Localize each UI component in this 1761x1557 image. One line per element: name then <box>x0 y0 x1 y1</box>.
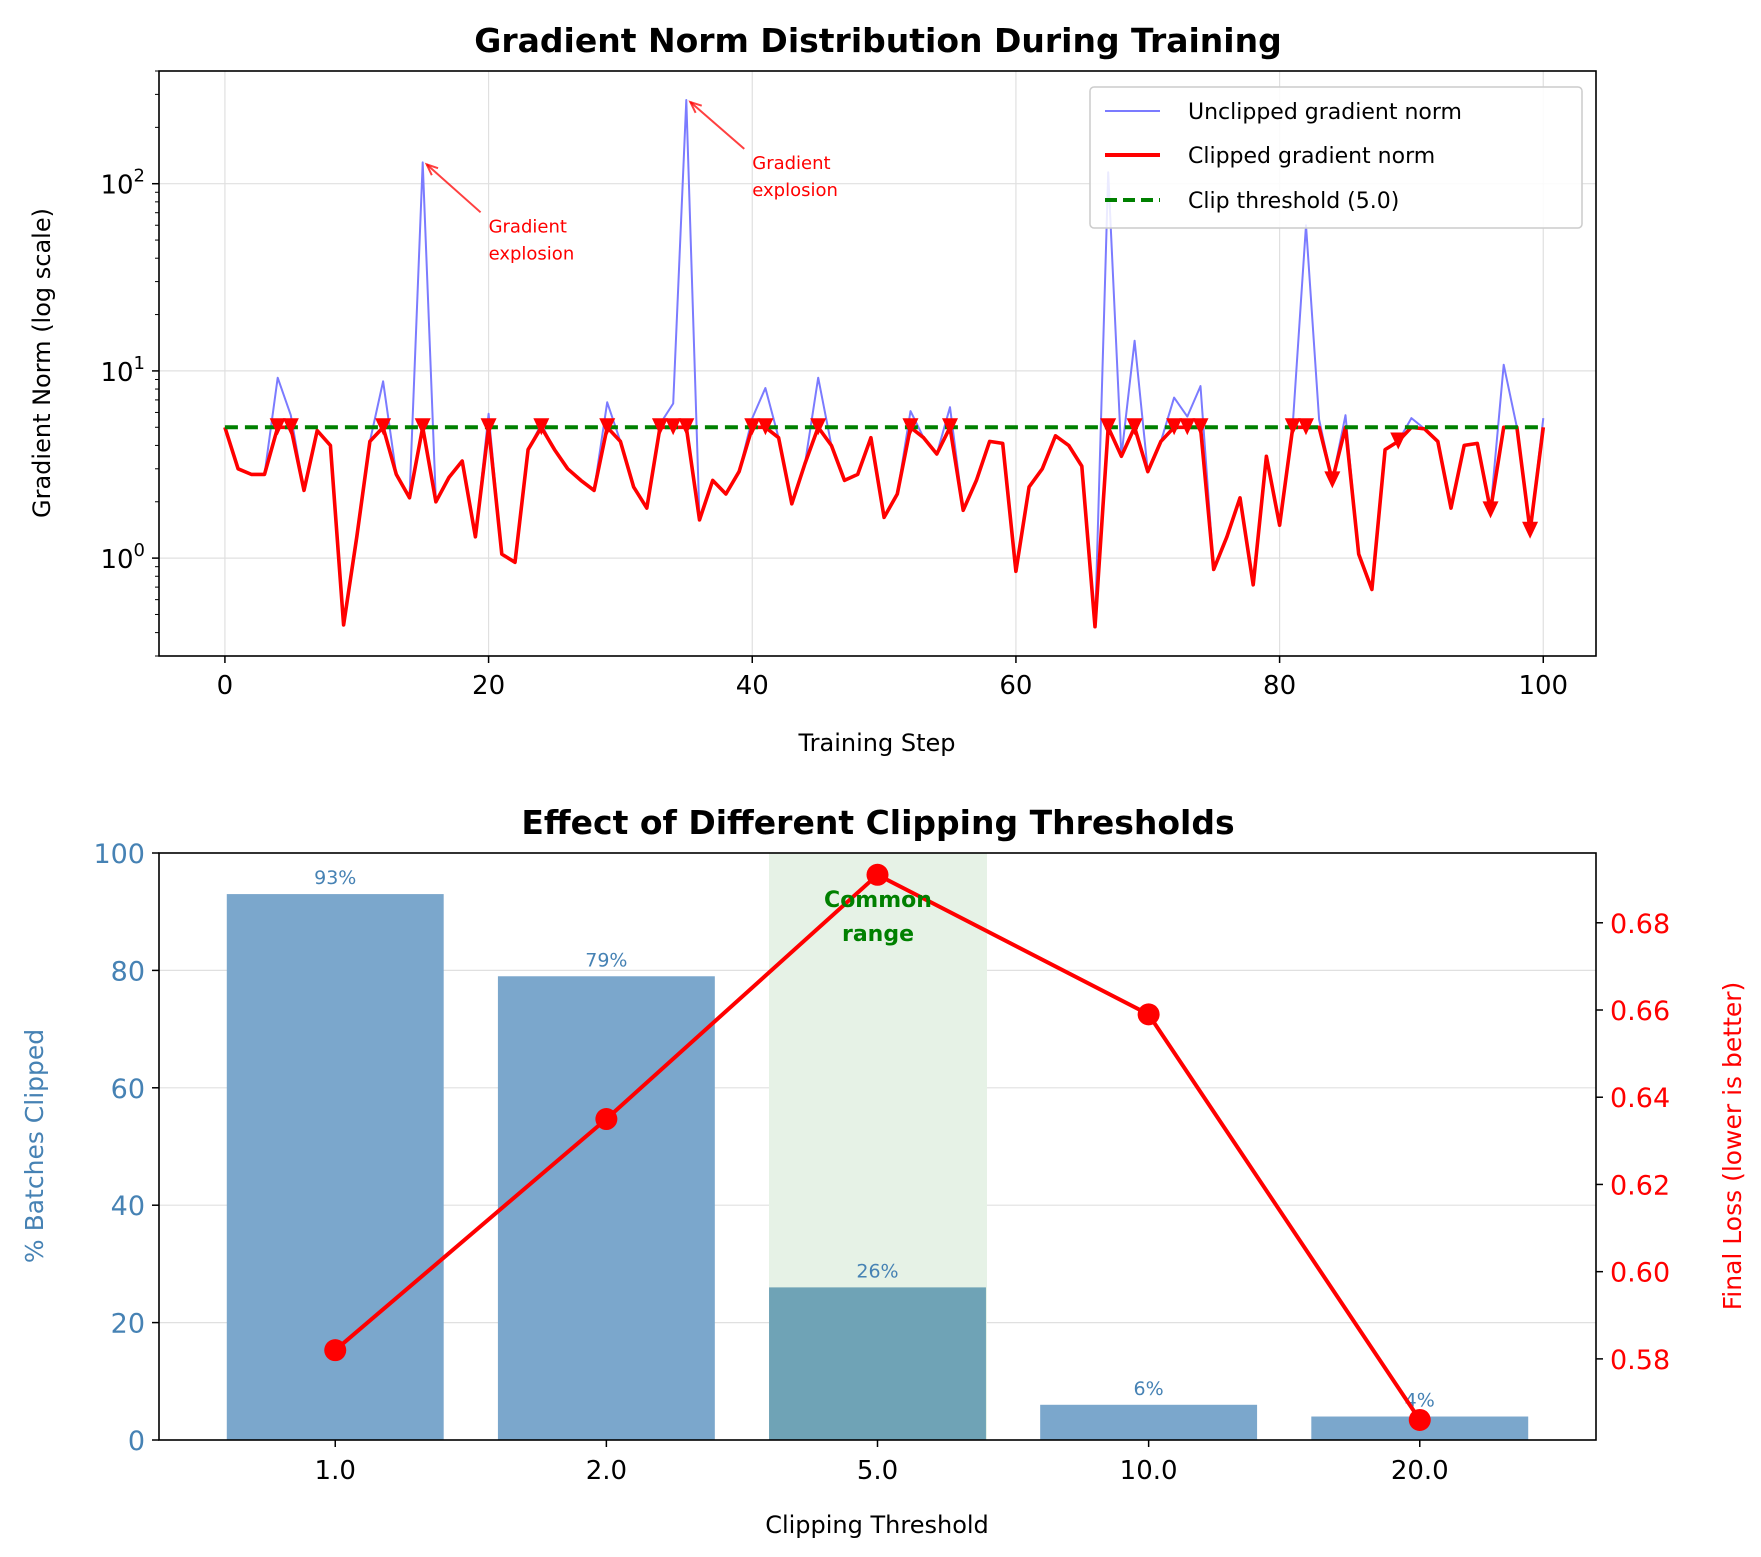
annotation-arrow <box>689 101 745 150</box>
legend-box <box>1089 86 1583 229</box>
clip-event-marker <box>1324 471 1341 489</box>
common-range-label-line2: range <box>842 922 914 947</box>
clip-event-marker <box>1522 521 1539 539</box>
clip-event-marker <box>810 418 827 436</box>
clip-event-marker <box>1166 418 1183 436</box>
bottom-left-tick-label: 0 <box>128 1426 145 1457</box>
clip-event-marker <box>414 418 431 436</box>
top-x-axis-label: Training Step <box>798 729 956 757</box>
annotation-arrow <box>426 163 482 214</box>
top-chart: Gradient Norm Distribution During Traini… <box>28 21 1597 757</box>
clip-event-marker <box>599 418 616 436</box>
clip-event-marker <box>678 418 695 436</box>
bottom-left-tick-label: 80 <box>111 956 145 987</box>
clip-event-marker <box>744 418 761 436</box>
annotation-arrowhead <box>424 162 439 176</box>
bottom-right-tick-label: 0.58 <box>1610 1345 1670 1376</box>
clip-event-marker <box>480 418 497 436</box>
bottom-right-tick-label: 0.68 <box>1610 909 1670 940</box>
bottom-left-tick-label: 100 <box>93 839 145 870</box>
top-legend: Unclipped gradient norm Clipped gradient… <box>1089 86 1583 229</box>
clip-event-marker <box>282 418 299 436</box>
clip-event-marker <box>1126 418 1143 436</box>
loss-point <box>866 863 889 886</box>
clip-event-marker <box>269 418 286 436</box>
clip-event-marker <box>1100 418 1117 436</box>
bottom-x-tick-label: 2.0 <box>586 1456 627 1486</box>
annotation-text: explosion <box>752 180 838 201</box>
bar-value-label: 6% <box>1134 1378 1164 1400</box>
bottom-left-tick-label: 60 <box>111 1074 145 1105</box>
top-x-tick-label: 0 <box>217 671 234 701</box>
clip-event-marker <box>1192 418 1209 436</box>
bottom-x-tick-label: 1.0 <box>315 1456 356 1486</box>
clip-event-marker <box>1390 432 1407 450</box>
bar <box>1040 1404 1258 1440</box>
bar <box>497 976 715 1440</box>
bottom-right-tick-label: 0.66 <box>1610 996 1670 1027</box>
legend-unclipped-label: Unclipped gradient norm <box>1188 100 1462 125</box>
clip-event-marker <box>651 418 668 436</box>
bar-value-label: 26% <box>856 1260 898 1282</box>
annotation-text: explosion <box>489 243 575 264</box>
bottom-left-tick-label: 40 <box>111 1191 145 1222</box>
top-chart-title: Gradient Norm Distribution During Traini… <box>474 21 1281 60</box>
legend-threshold-label: Clip threshold (5.0) <box>1188 189 1399 214</box>
bottom-right-tick-label: 0.60 <box>1610 1258 1670 1289</box>
bottom-right-tick-label: 0.64 <box>1610 1083 1670 1114</box>
loss-point <box>324 1339 347 1362</box>
clip-event-marker <box>1179 418 1196 436</box>
top-x-tick-label: 100 <box>1518 671 1568 701</box>
bottom-right-axis-label: Final Loss (lower is better) <box>1718 982 1747 1311</box>
bottom-right-tick-label: 0.62 <box>1610 1170 1670 1201</box>
bottom-x-axis-label: Clipping Threshold <box>765 1511 989 1539</box>
bottom-loss-line <box>324 863 1431 1431</box>
common-range-label-line1: Common <box>824 888 932 913</box>
bottom-x-tick-label: 20.0 <box>1391 1456 1449 1486</box>
top-annotations: Gradient explosion Gradient explosion <box>424 100 838 264</box>
legend-clipped-label: Clipped gradient norm <box>1188 144 1435 169</box>
bottom-chart-title: Effect of Different Clipping Thresholds <box>521 803 1234 842</box>
clip-event-marker <box>1297 418 1314 436</box>
top-y-axis-label: Gradient Norm (log scale) <box>28 208 56 518</box>
bottom-left-tick-label: 20 <box>111 1309 145 1340</box>
bottom-ticks: 0 20 40 60 80 100 0.58 0.60 0.62 0.64 0.66 0.68 1.0 2… <box>93 839 1670 1486</box>
bottom-chart: Effect of Different Clipping Thresholds … <box>20 803 1747 1539</box>
clip-event-marker <box>533 418 550 436</box>
clipped-series-line <box>223 425 1546 629</box>
clip-event-marker <box>942 418 959 436</box>
bar <box>769 1287 986 1440</box>
top-x-tick-label: 80 <box>1263 671 1296 701</box>
top-x-tick-label: 60 <box>999 671 1032 701</box>
top-y-tick-label: 102 <box>100 166 145 201</box>
loss-point <box>595 1108 618 1131</box>
annotation-arrowhead <box>688 100 703 114</box>
top-x-tick-label: 20 <box>472 671 505 701</box>
top-ticks: 0 20 40 60 80 100 100 101 102 <box>100 70 1568 701</box>
clip-event-marker <box>375 418 392 436</box>
bottom-x-tick-label: 10.0 <box>1120 1456 1178 1486</box>
bottom-left-axis-label: % Batches Clipped <box>20 1029 49 1263</box>
top-y-tick-label: 101 <box>100 353 145 388</box>
top-x-tick-label: 40 <box>736 671 769 701</box>
bar-value-label: 79% <box>585 949 627 971</box>
clip-event-marker <box>1482 501 1499 519</box>
loss-point <box>1408 1408 1431 1431</box>
clip-event-marker <box>665 418 682 436</box>
bottom-x-tick-label: 5.0 <box>857 1456 898 1486</box>
top-series <box>223 99 1546 629</box>
clip-event-marker <box>757 418 774 436</box>
clip-event-marker <box>1284 418 1301 436</box>
loss-point <box>1137 1003 1160 1026</box>
annotation-text: Gradient <box>752 153 830 174</box>
clip-event-marker <box>902 418 919 436</box>
top-plot-frame <box>158 70 1597 657</box>
annotation-text: Gradient <box>489 216 567 237</box>
bar-value-label: 93% <box>314 867 356 889</box>
top-y-tick-label: 100 <box>100 540 145 575</box>
